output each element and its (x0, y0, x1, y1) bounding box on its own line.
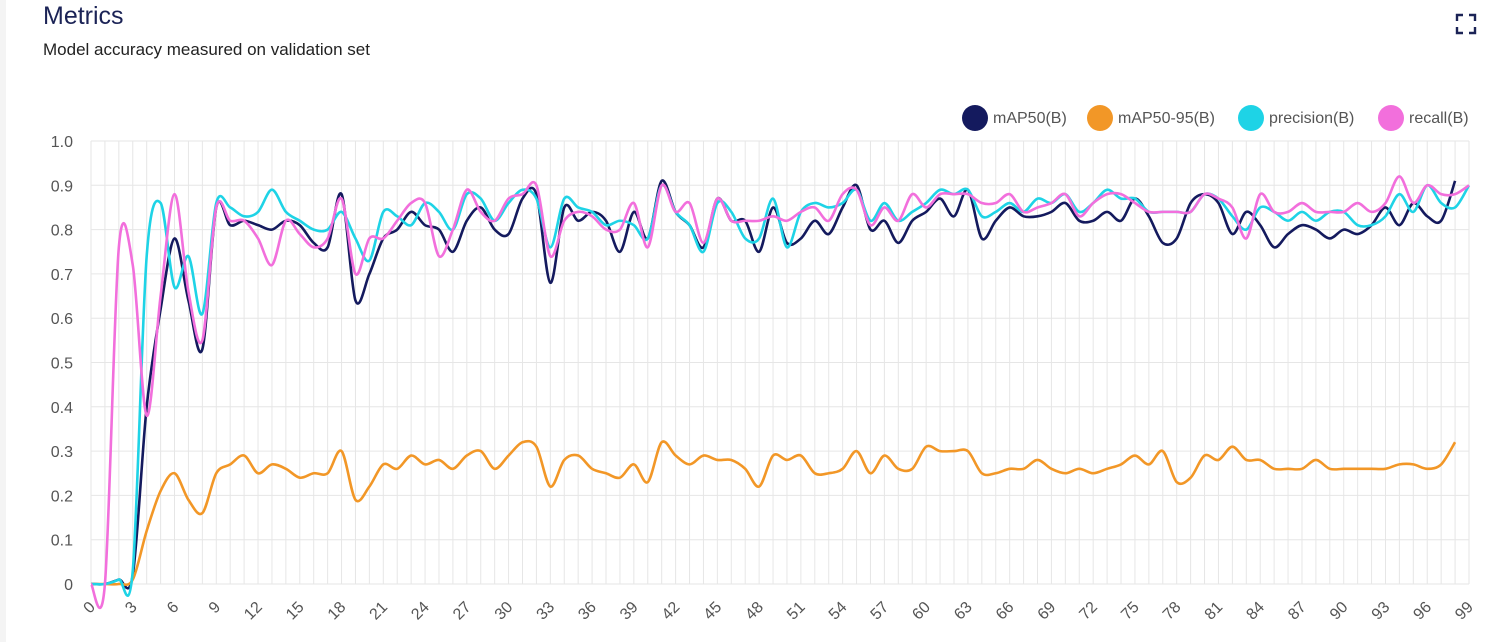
x-tick-label: 6 (164, 599, 182, 617)
y-tick-label: 1.0 (51, 134, 73, 151)
x-tick-label: 81 (1202, 599, 1227, 624)
x-tick-label: 51 (784, 599, 809, 624)
series-line-map50-b-[interactable] (90, 179, 1457, 590)
card-edge (0, 0, 6, 642)
x-tick-label: 87 (1285, 599, 1310, 624)
y-tick-label: 0.9 (51, 178, 73, 195)
x-tick-label: 3 (122, 599, 140, 617)
x-tick-label: 9 (206, 599, 224, 617)
x-tick-label: 36 (575, 599, 600, 624)
x-tick-label: 72 (1076, 599, 1101, 624)
y-tick-label: 0.2 (51, 488, 73, 505)
x-tick-label: 48 (742, 599, 767, 624)
legend-label: mAP50(B) (993, 110, 1067, 127)
y-tick-label: 0.7 (51, 267, 73, 284)
x-tick-label: 75 (1118, 599, 1143, 624)
legend-swatch (1378, 105, 1404, 131)
x-tick-label: 15 (283, 599, 308, 624)
y-tick-label: 0.4 (51, 400, 73, 417)
series-line-recall-b-[interactable] (89, 175, 1470, 610)
legend-swatch (1238, 105, 1264, 131)
fullscreen-icon[interactable] (1454, 12, 1478, 36)
x-tick-label: 84 (1243, 599, 1268, 624)
x-tick-label: 60 (909, 599, 934, 624)
y-tick-label: 0.1 (51, 533, 73, 550)
x-tick-label: 24 (408, 599, 433, 624)
x-tick-label: 93 (1369, 599, 1394, 624)
y-tick-label: 0.6 (51, 311, 73, 328)
y-tick-label: 0.3 (51, 444, 73, 461)
x-tick-label: 99 (1452, 599, 1477, 624)
x-tick-label: 63 (951, 599, 976, 624)
x-tick-label: 30 (492, 599, 517, 624)
x-tick-label: 96 (1410, 599, 1435, 624)
legend-item[interactable]: recall(B) (1378, 105, 1469, 131)
x-tick-label: 27 (450, 599, 475, 624)
x-tick-label: 39 (617, 599, 642, 624)
x-tick-label: 78 (1160, 599, 1185, 624)
legend-item[interactable]: mAP50(B) (962, 105, 1067, 131)
legend-label: mAP50-95(B) (1118, 110, 1215, 127)
y-tick-label: 0 (64, 577, 73, 594)
legend-item[interactable]: precision(B) (1238, 105, 1354, 131)
x-tick-label: 42 (659, 599, 684, 624)
x-tick-label: 69 (1035, 599, 1060, 624)
x-tick-label: 57 (868, 599, 893, 624)
legend-swatch (1087, 105, 1113, 131)
legend-swatch (962, 105, 988, 131)
y-tick-label: 0.8 (51, 223, 73, 240)
series-line-map50-95-b-[interactable] (91, 439, 1457, 587)
x-tick-label: 21 (367, 599, 392, 624)
page-subtitle: Model accuracy measured on validation se… (43, 40, 370, 59)
x-tick-label: 12 (241, 599, 266, 624)
x-tick-label: 33 (534, 599, 559, 624)
legend-item[interactable]: mAP50-95(B) (1087, 105, 1215, 131)
series-line-precision-b-[interactable] (90, 183, 1471, 597)
legend-label: precision(B) (1269, 110, 1354, 127)
page-title: Metrics (43, 2, 124, 30)
legend-label: recall(B) (1409, 110, 1469, 127)
x-tick-label: 45 (701, 599, 726, 624)
x-tick-label: 18 (325, 599, 350, 624)
x-tick-label: 66 (993, 599, 1018, 624)
x-tick-label: 90 (1327, 599, 1352, 624)
y-tick-label: 0.5 (51, 356, 73, 373)
x-tick-label: 54 (826, 599, 851, 624)
